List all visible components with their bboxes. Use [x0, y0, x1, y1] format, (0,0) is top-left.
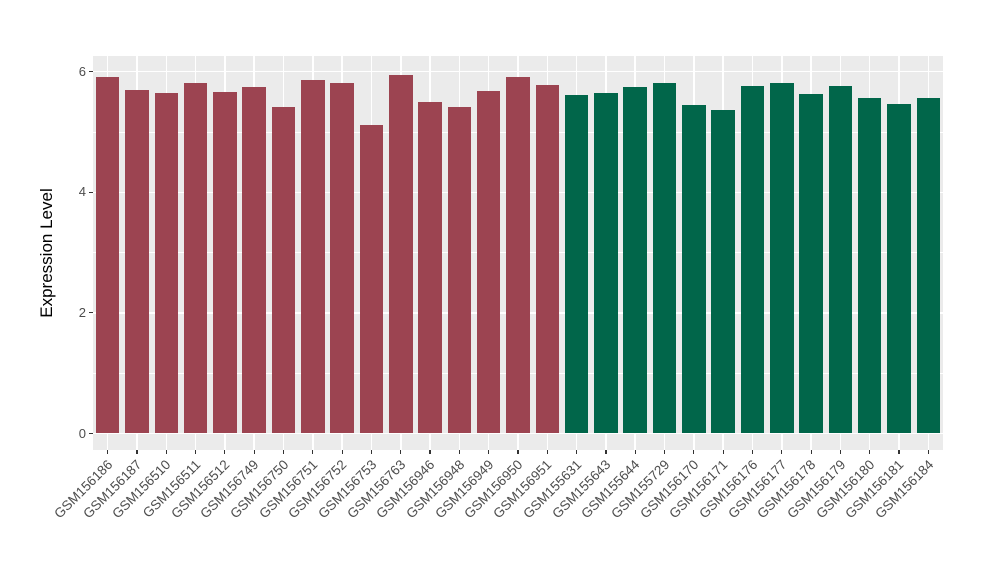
bar: [887, 104, 911, 434]
bar: [799, 94, 823, 434]
y-axis-tick: [89, 191, 93, 193]
x-axis-tick: [781, 450, 783, 454]
x-axis-tick: [458, 450, 460, 454]
x-axis-tick: [898, 450, 900, 454]
bar: [594, 93, 618, 434]
bar: [125, 90, 149, 434]
bar: [389, 74, 413, 434]
bar: [242, 86, 266, 434]
x-axis-tick: [400, 450, 402, 454]
bar: [271, 106, 296, 434]
bar: [740, 86, 765, 434]
x-axis-tick: [546, 450, 548, 454]
x-axis-tick: [253, 450, 255, 454]
y-tick-label: 4: [78, 184, 86, 200]
bar: [564, 94, 589, 434]
bar: [857, 97, 882, 434]
x-axis-tick: [839, 450, 841, 454]
bar: [183, 82, 208, 434]
y-tick-label: 0: [78, 425, 86, 441]
x-axis-tick: [634, 450, 636, 454]
x-axis-tick: [751, 450, 754, 454]
x-axis-tick: [312, 450, 314, 454]
x-axis-tick: [341, 450, 343, 454]
plot-panel: [93, 56, 943, 450]
x-axis-tick: [224, 450, 226, 454]
bar: [447, 107, 472, 434]
x-axis-tick: [194, 450, 197, 454]
y-axis-tick: [89, 432, 93, 435]
bar: [154, 93, 179, 434]
bar: [652, 82, 677, 434]
x-axis-tick: [370, 450, 373, 454]
x-axis-tick: [869, 450, 871, 454]
y-axis-title-text: Expression Level: [37, 188, 56, 318]
x-axis-tick: [663, 450, 666, 454]
y-axis-tick: [89, 312, 93, 314]
bar: [623, 86, 647, 434]
bar: [711, 109, 735, 434]
bar: [301, 79, 325, 434]
x-axis-tick: [165, 450, 167, 454]
y-axis-tick: [89, 71, 93, 73]
bar: [95, 76, 120, 434]
x-axis-tick: [576, 450, 578, 454]
x-axis-tick: [136, 450, 138, 454]
x-axis-tick: [722, 450, 724, 454]
bar: [916, 98, 941, 434]
bar: [828, 85, 853, 434]
x-axis-tick: [282, 450, 285, 454]
bar: [213, 91, 237, 434]
bar: [418, 101, 442, 434]
bar: [476, 90, 501, 434]
x-axis-tick: [107, 450, 109, 454]
bar: [535, 84, 560, 434]
x-axis-tick: [605, 450, 607, 454]
x-axis-tick: [693, 450, 695, 454]
x-axis-tick: [810, 450, 812, 454]
bar: [506, 76, 530, 434]
bar: [682, 104, 706, 434]
bar: [359, 124, 384, 434]
bar: [770, 83, 794, 434]
x-axis-tick: [517, 450, 519, 454]
x-axis-tick: [927, 450, 929, 454]
y-tick-label: 6: [78, 63, 86, 79]
x-axis-tick: [488, 450, 490, 454]
y-tick-label: 2: [78, 304, 86, 320]
x-axis-tick: [429, 450, 431, 454]
bar: [330, 82, 354, 434]
